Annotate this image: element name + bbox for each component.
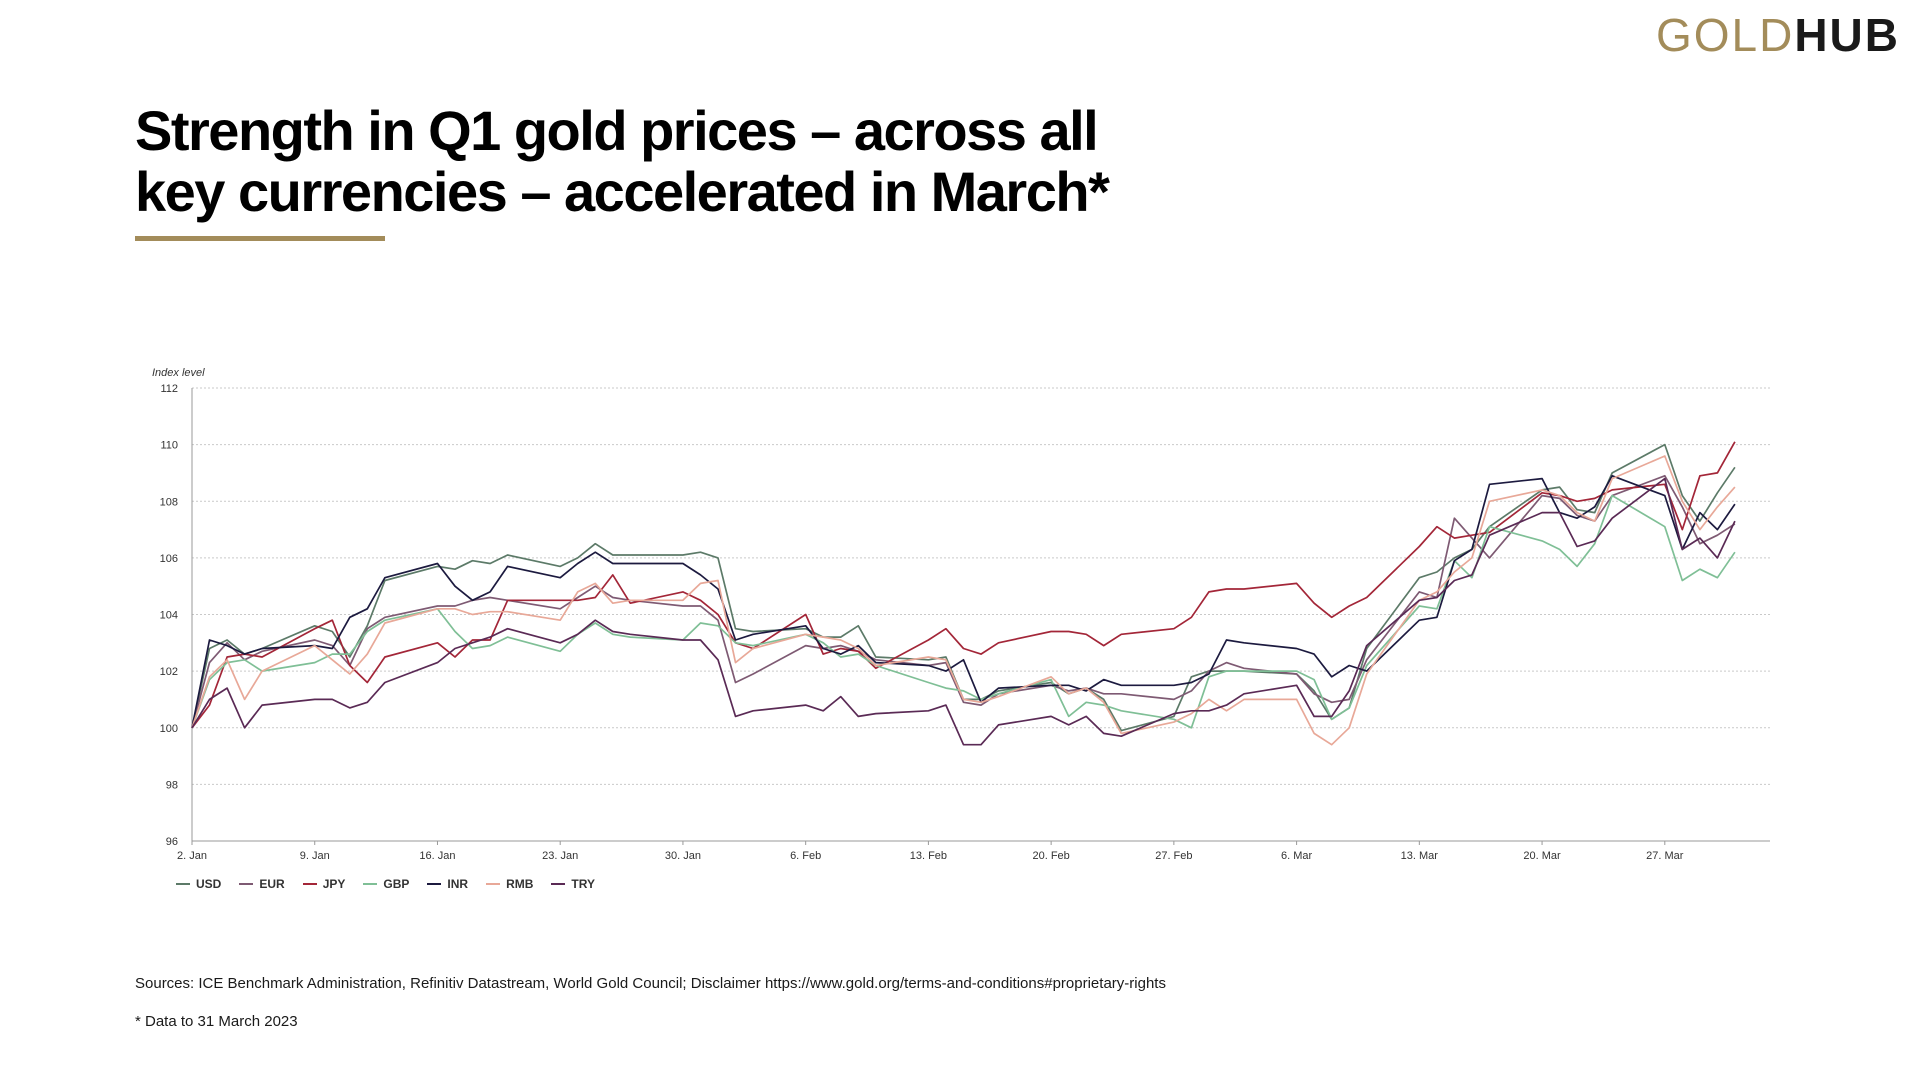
data-footnote: * Data to 31 March 2023 — [135, 1013, 298, 1030]
series-line-eur — [191, 474, 1736, 729]
series-line-jpy — [191, 441, 1736, 729]
legend-item-inr: INR — [427, 877, 468, 891]
x-tick-label: 16. Jan — [419, 850, 455, 862]
y-tick-label: 104 — [160, 610, 178, 622]
legend-item-eur: EUR — [239, 877, 285, 891]
x-tick-label: 6. Mar — [1281, 850, 1313, 862]
y-tick-label: 100 — [160, 723, 178, 735]
legend-swatch — [427, 883, 442, 885]
legend-label: TRY — [571, 877, 595, 891]
legend-swatch — [302, 883, 317, 885]
x-tick-label: 13. Feb — [910, 850, 947, 862]
x-tick-label: 20. Mar — [1523, 850, 1561, 862]
logo-hub-text: HUB — [1794, 9, 1900, 61]
y-tick-label: 102 — [160, 666, 178, 678]
page-title: Strength in Q1 gold prices – across all … — [135, 100, 1135, 222]
legend-swatch — [486, 883, 501, 885]
y-tick-label: 96 — [166, 836, 178, 848]
legend-swatch — [239, 883, 254, 885]
legend-label: USD — [196, 877, 222, 891]
legend-swatch — [176, 883, 190, 885]
series-line-gbp — [191, 494, 1736, 729]
chart-legend: USD EUR JPY GBP INR RMB TRY — [176, 877, 595, 891]
series-line-rmb — [191, 455, 1736, 746]
legend-label: JPY — [322, 877, 346, 891]
legend-label: RMB — [506, 877, 534, 891]
y-axis-label: Index level — [152, 367, 205, 379]
legend-label: GBP — [383, 877, 410, 891]
legend-item-rmb: RMB — [486, 877, 533, 891]
x-tick-label: 13. Mar — [1401, 850, 1439, 862]
legend-label: EUR — [259, 877, 285, 891]
legend-item-try: TRY — [551, 877, 595, 891]
x-tick-label: 6. Feb — [790, 850, 821, 862]
title-underline — [135, 236, 385, 241]
title-line-1: Strength in Q1 gold prices – across all — [135, 99, 1099, 162]
legend-item-usd: USD — [176, 877, 221, 891]
legend-item-jpy: JPY — [302, 877, 346, 891]
source-note: Sources: ICE Benchmark Administration, R… — [135, 975, 1166, 992]
series-line-inr — [191, 474, 1736, 728]
legend-swatch — [551, 883, 566, 885]
y-tick-label: 106 — [160, 553, 178, 565]
y-tick-label: 112 — [160, 383, 178, 395]
series-line-try — [191, 477, 1736, 746]
x-tick-label: 23. Jan — [542, 850, 578, 862]
x-tick-label: 2. Jan — [177, 850, 207, 862]
x-tick-label: 9. Jan — [300, 850, 330, 862]
y-tick-label: 108 — [160, 496, 178, 508]
logo-gold-text: GOLD — [1655, 9, 1795, 61]
y-tick-label: 98 — [166, 779, 178, 791]
legend-label: INR — [447, 877, 469, 891]
goldhub-logo[interactable]: GOLDHUB — [1656, 12, 1900, 58]
x-tick-label: 30. Jan — [665, 850, 701, 862]
series-line-usd — [191, 443, 1736, 732]
y-tick-label: 110 — [160, 440, 178, 452]
x-tick-label: 27. Feb — [1155, 850, 1192, 862]
legend-item-gbp: GBP — [363, 877, 409, 891]
legend-swatch — [363, 883, 378, 885]
x-tick-label: 27. Mar — [1646, 850, 1684, 862]
title-line-2: key currencies – accelerated in March* — [135, 160, 1110, 223]
x-tick-label: 20. Feb — [1032, 850, 1069, 862]
